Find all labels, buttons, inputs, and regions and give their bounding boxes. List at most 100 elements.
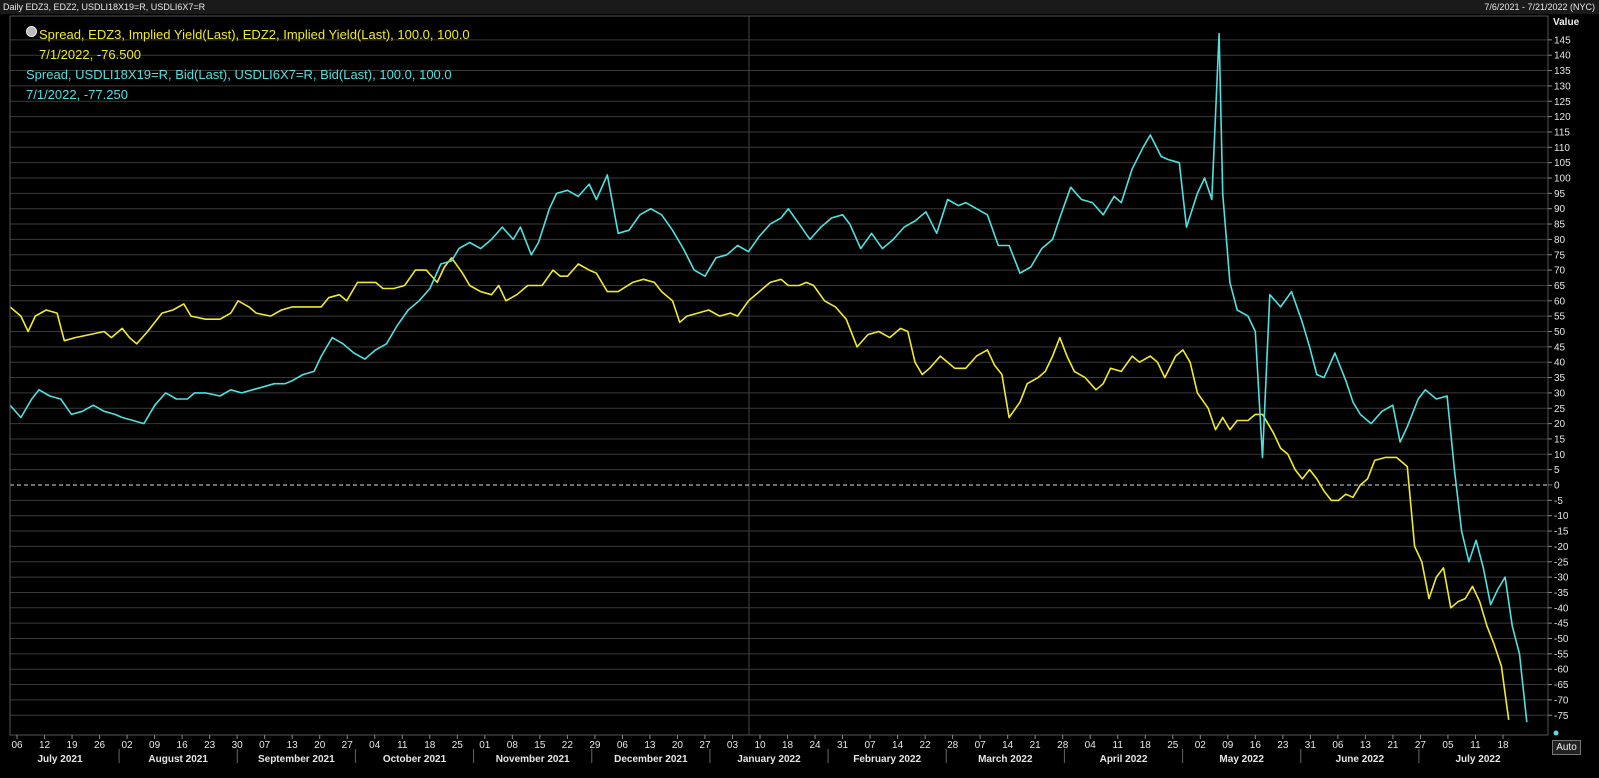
x-tick-label: 30 [232,740,244,751]
series-line-2 [9,32,1528,723]
y-tick-label: 10 [1554,450,1566,461]
x-tick-label: 04 [369,740,381,751]
chart-title: Daily EDZ3, EDZ2, USDLI18X19=R, USDLI6X7… [3,2,206,12]
chart-header-bar: Daily EDZ3, EDZ2, USDLI18X19=R, USDLI6X7… [0,0,1599,14]
y-tick-label: -25 [1554,557,1569,568]
x-tick-label: 18 [424,740,436,751]
x-tick-label: 22 [562,740,574,751]
x-tick-label: 20 [314,740,326,751]
x-tick-label: 12 [39,740,51,751]
x-month-label: July 2021 [37,754,82,765]
y-tick-label: -30 [1554,573,1569,584]
plot-frame [9,15,1549,736]
x-month-label: July 2022 [1455,754,1500,765]
series-line-1 [9,256,1510,721]
x-tick-label: 11 [397,740,408,751]
x-tick-label: 13 [644,740,656,751]
series-group [9,32,1528,723]
y-tick-label: 80 [1554,235,1566,246]
x-tick-label: 16 [177,740,189,751]
x-tick-label: 31 [1305,740,1317,751]
x-tick-label: 21 [1387,740,1399,751]
x-tick-label: 25 [452,740,464,751]
y-tick-label: 115 [1554,127,1570,138]
y-tick-label: -15 [1554,527,1569,538]
x-tick-label: 23 [1277,740,1289,751]
chart-canvas[interactable]: 1451401351301251201151101051009590858075… [0,14,1599,778]
x-tick-label: 10 [754,740,766,751]
x-tick-label: 07 [865,740,877,751]
y-tick-label: 0 [1554,481,1560,492]
y-tick-label: 50 [1554,327,1566,338]
x-tick-label: 24 [809,740,821,751]
x-tick-label: 26 [94,740,106,751]
x-month-label: February 2022 [853,754,921,765]
date-range: 7/6/2021 - 7/21/2022 (NYC) [1484,2,1595,12]
legend-series-1[interactable]: Spread, EDZ3, Implied Yield(Last), EDZ2,… [39,27,470,42]
y-tick-label: 90 [1554,204,1566,215]
x-tick-label: 01 [479,740,491,751]
y-tick-label: -45 [1554,619,1569,630]
y-tick-label: 5 [1554,465,1560,476]
x-tick-label: 06 [617,740,629,751]
y-tick-label: 95 [1554,189,1566,200]
grid-lines [10,39,1548,716]
x-tick-label: 23 [204,740,216,751]
x-tick-label: 02 [122,740,134,751]
x-tick-label: 28 [1057,740,1069,751]
x-month-label: August 2021 [148,754,208,765]
x-tick-label: 04 [1085,740,1097,751]
x-tick-label: 09 [1222,740,1234,751]
x-month-label: December 2021 [614,754,688,765]
x-tick-label: 27 [699,740,711,751]
x-tick-label: 18 [782,740,794,751]
x-month-label: September 2021 [258,754,335,765]
x-month-label: October 2021 [383,754,447,765]
x-tick-label: 18 [1497,740,1509,751]
x-tick-label: 19 [66,740,78,751]
x-tick-label: 06 [1332,740,1344,751]
x-tick-label: 11 [1470,740,1481,751]
x-tick-label: 20 [672,740,684,751]
x-tick-label: 14 [1002,740,1014,751]
y-axis-title: Value [1553,17,1580,28]
y-tick-label: 140 [1554,51,1571,62]
y-tick-label: 110 [1554,143,1570,154]
y-tick-label: 135 [1554,66,1571,77]
y-tick-label: -35 [1554,588,1569,599]
x-tick-label: 05 [1442,740,1454,751]
y-tick-label: 120 [1554,112,1571,123]
auto-scale-button[interactable]: Auto [1552,740,1581,755]
y-tick-label: 105 [1554,158,1571,169]
legend-series-2-value: 7/1/2022, -77.250 [26,87,128,102]
x-tick-label: 28 [947,740,959,751]
y-tick-label: -55 [1554,649,1569,660]
y-tick-label: 35 [1554,373,1566,384]
x-month-label: November 2021 [496,754,570,765]
y-tick-label: 30 [1554,388,1566,399]
y-tick-label: -65 [1554,680,1569,691]
x-month-label: June 2022 [1336,754,1385,765]
y-axis-labels: 1451401351301251201151101051009590858075… [1548,35,1571,722]
x-tick-label: 02 [1195,740,1207,751]
x-tick-label: 13 [287,740,299,751]
x-month-label: January 2022 [737,754,801,765]
y-tick-label: 125 [1554,97,1571,108]
x-month-label: April 2022 [1100,754,1148,765]
legend-toggle-icon[interactable] [26,26,37,37]
x-tick-label: 09 [149,740,161,751]
y-tick-label: 85 [1554,220,1566,231]
y-tick-label: 20 [1554,419,1566,430]
y-tick-label: 75 [1554,250,1566,261]
y-tick-label: 130 [1554,81,1571,92]
legend-series-2[interactable]: Spread, USDLI18X19=R, Bid(Last), USDLI6X… [26,67,452,82]
y-tick-label: -10 [1554,511,1569,522]
x-tick-label: 29 [589,740,601,751]
y-tick-label: -5 [1554,496,1563,507]
y-tick-label: 100 [1554,174,1571,185]
y-tick-label: 60 [1554,296,1566,307]
x-tick-label: 06 [11,740,23,751]
y-tick-label: 55 [1554,312,1566,323]
y-tick-label: 145 [1554,35,1571,46]
x-tick-label: 08 [507,740,519,751]
